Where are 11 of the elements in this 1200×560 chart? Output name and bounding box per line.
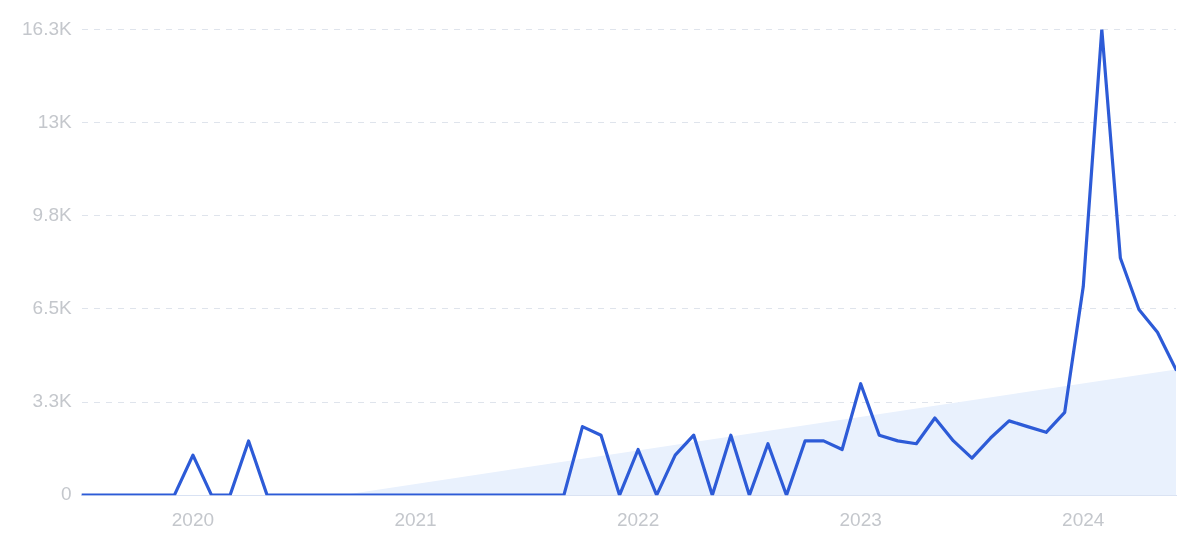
y-tick-label: 13K — [37, 110, 72, 132]
x-tick-label: 2023 — [839, 508, 882, 530]
x-tick-label: 2021 — [394, 508, 437, 530]
x-tick-label: 2024 — [1062, 508, 1105, 530]
y-tick-label: 16.3K — [22, 17, 72, 39]
y-tick-label: 9.8K — [32, 203, 72, 225]
x-tick-label: 2022 — [616, 508, 660, 530]
x-tick-label: 2020 — [171, 508, 215, 530]
y-tick-label: 0 — [61, 483, 72, 505]
y-tick-label: 3.3K — [32, 390, 72, 412]
y-tick-label: 6.5K — [32, 297, 72, 319]
